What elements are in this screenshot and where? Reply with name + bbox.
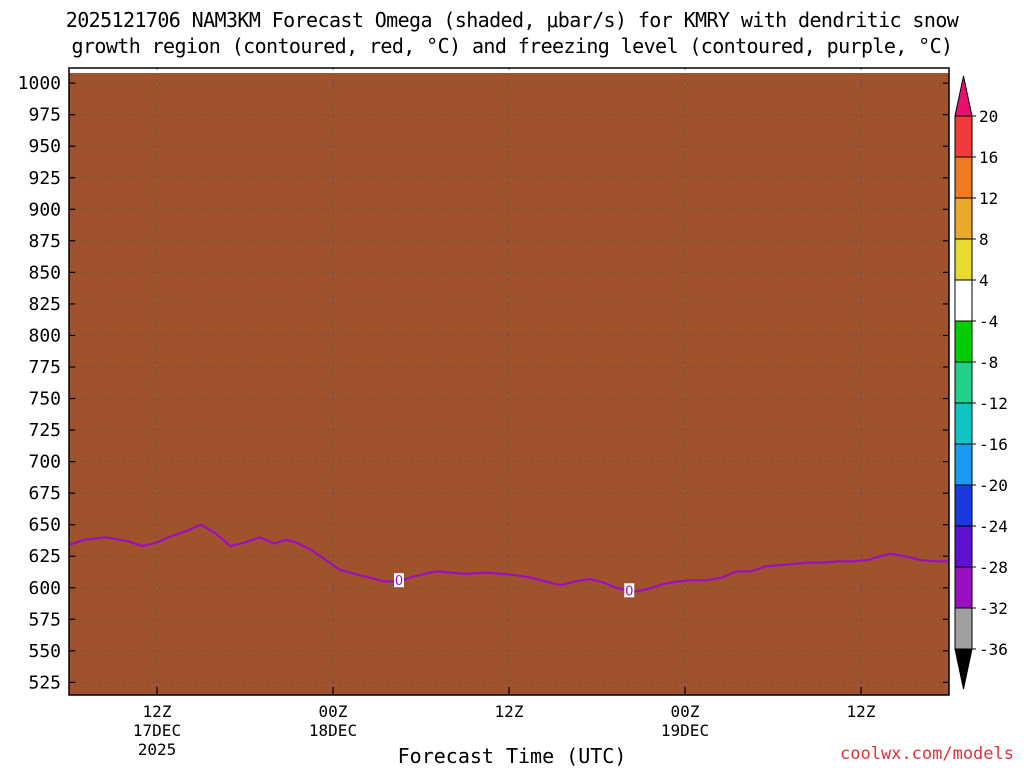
freezing-label-bg-0: [394, 573, 404, 588]
colorbar-segment-5: [954, 320, 973, 363]
y-axis-ticks: 525 550 575 600 625 650 675 700 725 750 775 800 825 8…: [18, 73, 949, 693]
colorbar-label: -4: [979, 312, 998, 331]
x-tick-label: 12Z: [847, 702, 876, 721]
x-tick-label: 17DEC: [133, 721, 181, 740]
grid-lines: [69, 68, 949, 695]
chart-title-line2: growth region (contoured, red, °C) and f…: [71, 34, 954, 58]
y-tick-label: 725: [28, 420, 61, 441]
colorbar-segment-12: [954, 607, 973, 650]
x-tick-label: 00Z: [319, 702, 348, 721]
x-axis-label: Forecast Time (UTC): [397, 744, 627, 768]
colorbar-label: 8: [979, 230, 989, 249]
colorbar-segment-0: [954, 115, 973, 158]
y-tick-label: 525: [28, 672, 61, 693]
freezing-level-line: [68, 523, 949, 593]
colorbar-segment-7: [954, 402, 973, 445]
colorbar-bottom-arrow: [954, 648, 973, 690]
y-tick-label: 800: [28, 325, 61, 346]
colorbar-label: 20: [979, 107, 998, 126]
terrain-fill: [69, 73, 949, 696]
colorbar-segment-2: [954, 197, 973, 240]
y-tick-label: 950: [28, 136, 61, 157]
x-tick-label: 18DEC: [309, 721, 357, 740]
colorbar-label: -12: [979, 394, 1008, 413]
y-tick-label: 625: [28, 546, 61, 567]
x-tick-label: 19DEC: [661, 721, 709, 740]
colorbar: 20 16 12 8 4 -4 -8 -12 -16 -20 -24 -28 -32 -36: [954, 75, 1008, 690]
freezing-level-label: 0: [395, 574, 403, 589]
colorbar-segment-1: [954, 156, 973, 199]
colorbar-segment-9: [954, 484, 973, 527]
y-tick-label: 825: [28, 294, 61, 315]
y-tick-label: 975: [28, 105, 61, 126]
colorbar-label: -20: [979, 476, 1008, 495]
colorbar-label: 12: [979, 189, 998, 208]
colorbar-segment-3: [954, 238, 973, 281]
y-tick-label: 650: [28, 515, 61, 536]
chart-title-line1: 2025121706 NAM3KM Forecast Omega (shaded…: [65, 8, 959, 32]
colorbar-label: -36: [979, 640, 1008, 659]
y-tick-label: 750: [28, 389, 61, 410]
colorbar-segment-11: [954, 566, 973, 609]
y-tick-label: 900: [28, 199, 61, 220]
x-tick-label: 12Z: [143, 702, 172, 721]
colorbar-label: -16: [979, 435, 1008, 454]
y-tick-label: 850: [28, 262, 61, 283]
x-tick-label: 12Z: [495, 702, 524, 721]
colorbar-label: 4: [979, 271, 989, 290]
colorbar-segment-8: [954, 443, 973, 486]
x-tick-label: 2025: [138, 740, 177, 759]
freezing-label-bg-1: [624, 583, 635, 598]
colorbar-label: -24: [979, 517, 1008, 536]
y-tick-label: 600: [28, 578, 61, 599]
y-tick-label: 775: [28, 357, 61, 378]
y-tick-label: 1000: [18, 73, 61, 94]
freezing-level-contour: 00: [68, 523, 949, 599]
y-tick-label: 875: [28, 231, 61, 252]
colorbar-segment-4: [954, 279, 973, 322]
colorbar-segment-6: [954, 361, 973, 404]
colorbar-label: -28: [979, 558, 1008, 577]
y-tick-label: 925: [28, 168, 61, 189]
colorbar-top-arrow: [954, 75, 973, 117]
colorbar-label: -32: [979, 599, 1008, 618]
freezing-level-label: 0: [625, 584, 633, 599]
colorbar-label: 16: [979, 148, 998, 167]
colorbar-label: -8: [979, 353, 998, 372]
terrain-band: [69, 73, 949, 696]
credit-link[interactable]: coolwx.com/models: [840, 744, 1014, 764]
colorbar-segment-10: [954, 525, 973, 568]
y-tick-label: 700: [28, 452, 61, 473]
y-tick-label: 550: [28, 641, 61, 662]
y-tick-label: 675: [28, 483, 61, 504]
x-tick-label: 00Z: [671, 702, 700, 721]
y-tick-label: 575: [28, 609, 61, 630]
